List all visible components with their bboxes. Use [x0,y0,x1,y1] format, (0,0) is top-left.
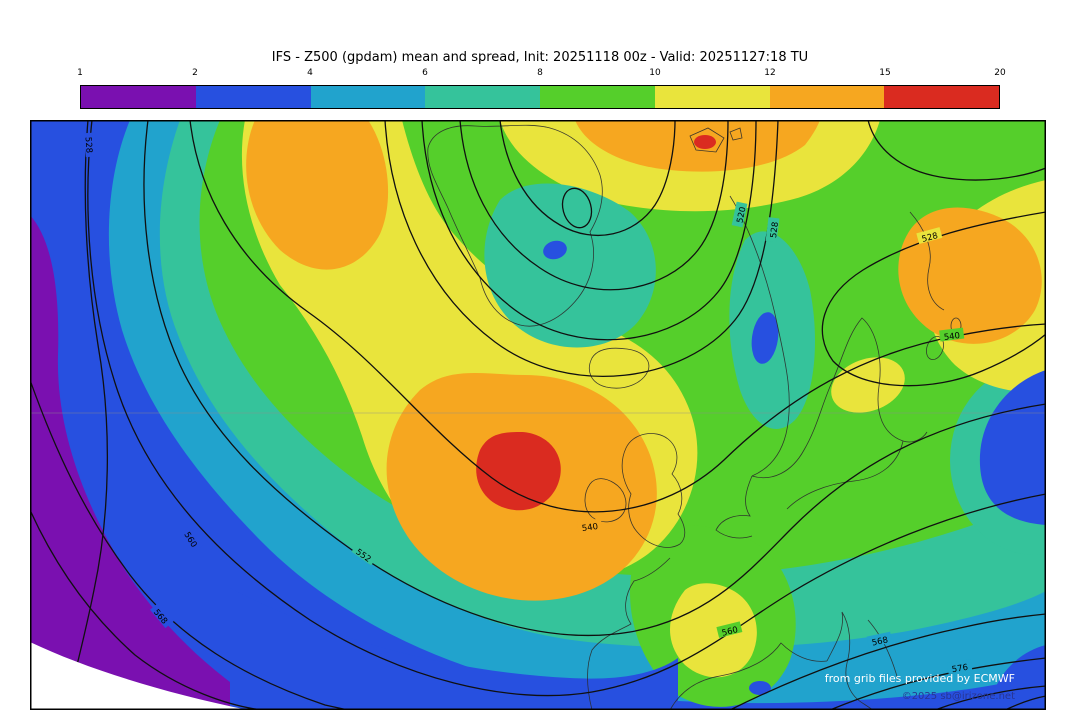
map-canvas: 528 560 520 528 540 552 560 568 540 [30,120,1046,710]
colorbar-segment [884,86,999,108]
coast-svalbard [689,127,743,153]
svg-text:540: 540 [581,522,598,534]
contour-line [421,120,757,341]
contour-label: 560 [716,621,743,639]
coast-greenland [427,124,603,327]
colorbar-tick: 20 [994,68,1006,78]
spread-region-blue-right [979,370,1046,525]
spread-region-red-central [476,432,561,511]
lake-ladoga [926,335,944,361]
coast-italy [826,611,874,710]
spread-region-blue-spot-1 [543,240,567,260]
colorbar-segment [195,86,311,108]
coast-white-sea [909,211,945,311]
coast-mediterranean [669,642,828,710]
contour-label: 528 [916,227,943,245]
svg-text:520: 520 [735,206,748,224]
spread-region-red-top [694,135,716,149]
svg-text:576: 576 [951,663,969,675]
colorbar-segment [310,86,426,108]
spread-region-yellow-bottom [670,583,757,678]
colorbar-tick: 12 [764,68,776,78]
contour-label-layer: 528 560 520 528 540 552 560 568 540 [82,132,973,675]
contour-line [499,120,676,237]
colorbar-tick: 10 [649,68,661,78]
colorbar-tick: 15 [879,68,891,78]
colorbar-segment [425,86,540,108]
coast-denmark [715,475,753,539]
contour-line [30,379,349,710]
colorbar-tick: 8 [537,68,543,78]
contour-layer [30,120,1046,710]
svg-text:568: 568 [871,635,889,648]
map-panel: 528 560 520 528 540 552 560 568 540 [30,120,1046,710]
credit-copyright: ©2025 sb@irizone.net [902,691,1015,702]
contour-line [30,509,263,710]
colorbar-segment [769,86,885,108]
colorbar-ticks: 1 2 4 6 8 10 12 15 20 [77,68,1006,81]
coast-baltic-south [786,440,904,510]
contour-label: 576 [946,659,973,675]
colorbar-tick: 4 [307,68,313,78]
svg-text:528: 528 [921,231,939,245]
spread-region-blue-bottom [230,588,678,710]
colorbar-segment [654,86,770,108]
spread-region-blue-corner [988,645,1046,710]
credits: from grib files provided by ECMWF ©2025 … [825,672,1015,702]
contour-label: 528 [765,217,781,243]
spread-region-purple-west [30,215,270,710]
colorbar [80,85,1000,109]
coast-france-iberia [587,557,671,710]
colorbar-segment [81,86,196,108]
spread-region-blue-spot-2 [751,312,779,364]
contour-line [934,685,1046,710]
coast-baltic [751,317,928,479]
coast-norway [729,195,790,477]
colorbar-segment [540,86,655,108]
svg-text:528: 528 [82,137,93,154]
svg-text:540: 540 [943,331,960,343]
contour-label: 520 [731,201,749,228]
svg-text:528: 528 [769,221,781,238]
spread-region-orange-northwest [246,120,389,270]
contour-line [189,120,1046,513]
contour-label: 568 [866,631,893,649]
contour-line [729,613,1046,710]
credit-provider: from grib files provided by ECMWF [825,672,1015,685]
colorbar-tick: 1 [77,68,83,78]
spread-region-blue-spot-3 [749,681,771,695]
contour-label: 528 [82,132,97,158]
contour-line [143,120,1046,636]
contour-line [87,120,1046,697]
spread-region-orange-right [898,207,1042,344]
contour-label: 540 [577,518,603,534]
svg-text:560: 560 [721,625,739,639]
coast-britain [621,433,686,548]
projection-corner-mask [30,642,248,710]
contour-line [867,120,1046,181]
colorbar-tick: 2 [192,68,198,78]
chart-title: IFS - Z500 (gpdam) mean and spread, Init… [271,50,809,65]
coast-ireland [584,478,627,523]
coastline-layer [427,124,962,710]
colorbar-tick: 6 [422,68,428,78]
contour-line [384,120,779,377]
contour-line-closed [561,187,593,229]
contour-label: 540 [939,327,965,343]
contour-line [1004,695,1046,710]
contour-line [829,657,1046,710]
spread-region-teal-greenland [484,183,656,348]
contour-line [65,120,109,710]
map-border [30,120,1046,710]
contour-line [459,120,729,291]
